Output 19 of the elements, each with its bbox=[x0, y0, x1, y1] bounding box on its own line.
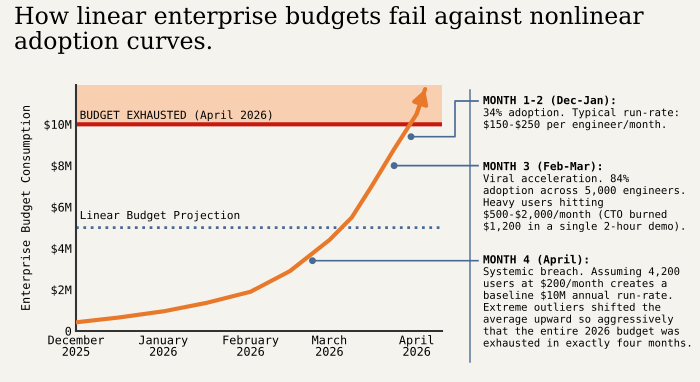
x-tick-label: January 2026 bbox=[139, 336, 188, 356]
annotation: MONTH 1-2 (Dec-Jan): 34% adoption. Typical run-rate: $150-$250 per engineer/month. bbox=[483, 96, 678, 130]
y-tick-label: $6M bbox=[52, 202, 72, 214]
annotation: MONTH 4 (April): Systemic breach. Assuming 4,200 users at $200/month creates a baseline $10M annual run-rate. Extreme outliers shifted the average upward so aggressively that the entire 2026 budget was exhausted in exactly four months. bbox=[483, 254, 690, 349]
y-tick-label: 0 bbox=[65, 326, 72, 336]
x-tick-label: March 2026 bbox=[312, 335, 346, 356]
y-tick-label: $2M bbox=[52, 285, 72, 296]
x-tick-label: December 2025 bbox=[48, 335, 104, 356]
band-label: BUDGET EXHAUSTED (April 2026) bbox=[80, 110, 272, 122]
y-tick-label: $8M bbox=[52, 161, 72, 172]
x-tick-label: February 2026 bbox=[223, 335, 279, 356]
y-axis-title: Enterprise Budget Consumption bbox=[20, 106, 32, 310]
x-tick-label: April 2026 bbox=[399, 335, 434, 356]
y-tick-label: $4M bbox=[52, 244, 72, 255]
line-series bbox=[76, 87, 428, 324]
annotation: MONTH 3 (Feb-Mar): Viral acceleration. 84% adoption across 5,000 engineers. Heavy users hitting $500-$2,000/month (CTO burned $1,200 in a single 2-hour demo). bbox=[483, 162, 684, 232]
y-tick-label: $10M bbox=[44, 120, 72, 131]
ref-line-label: Linear Budget Projection bbox=[80, 210, 240, 222]
chart-title: How linear enterprise budgets fail against nonlinear adoption curves. bbox=[15, 6, 644, 54]
